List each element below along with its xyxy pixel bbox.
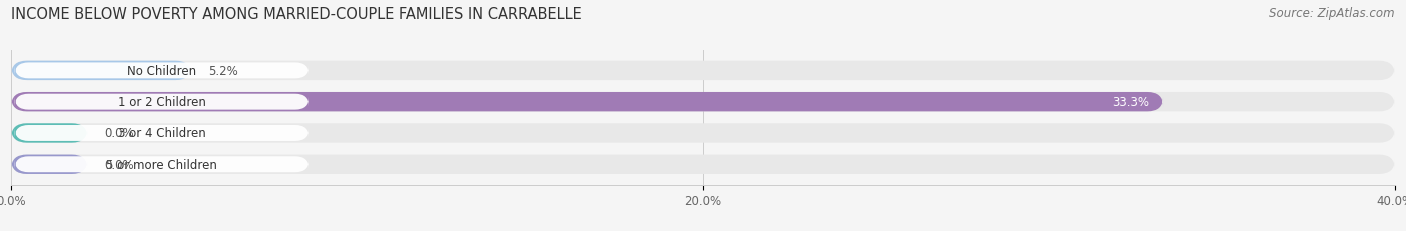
FancyBboxPatch shape bbox=[11, 93, 1395, 112]
Text: 5 or more Children: 5 or more Children bbox=[107, 158, 217, 171]
FancyBboxPatch shape bbox=[14, 157, 309, 173]
Text: No Children: No Children bbox=[127, 65, 197, 78]
Text: 33.3%: 33.3% bbox=[1112, 96, 1149, 109]
FancyBboxPatch shape bbox=[14, 94, 309, 110]
FancyBboxPatch shape bbox=[11, 61, 191, 81]
Text: Source: ZipAtlas.com: Source: ZipAtlas.com bbox=[1270, 7, 1395, 20]
FancyBboxPatch shape bbox=[14, 125, 309, 141]
FancyBboxPatch shape bbox=[11, 124, 87, 143]
Text: INCOME BELOW POVERTY AMONG MARRIED-COUPLE FAMILIES IN CARRABELLE: INCOME BELOW POVERTY AMONG MARRIED-COUPL… bbox=[11, 7, 582, 22]
FancyBboxPatch shape bbox=[11, 155, 1395, 174]
Text: 0.0%: 0.0% bbox=[104, 158, 134, 171]
FancyBboxPatch shape bbox=[11, 155, 87, 174]
Text: 3 or 4 Children: 3 or 4 Children bbox=[118, 127, 205, 140]
FancyBboxPatch shape bbox=[11, 93, 1163, 112]
Text: 5.2%: 5.2% bbox=[208, 65, 238, 78]
FancyBboxPatch shape bbox=[11, 61, 1395, 81]
Text: 0.0%: 0.0% bbox=[104, 127, 134, 140]
FancyBboxPatch shape bbox=[14, 63, 309, 79]
FancyBboxPatch shape bbox=[11, 124, 1395, 143]
Text: 1 or 2 Children: 1 or 2 Children bbox=[118, 96, 205, 109]
